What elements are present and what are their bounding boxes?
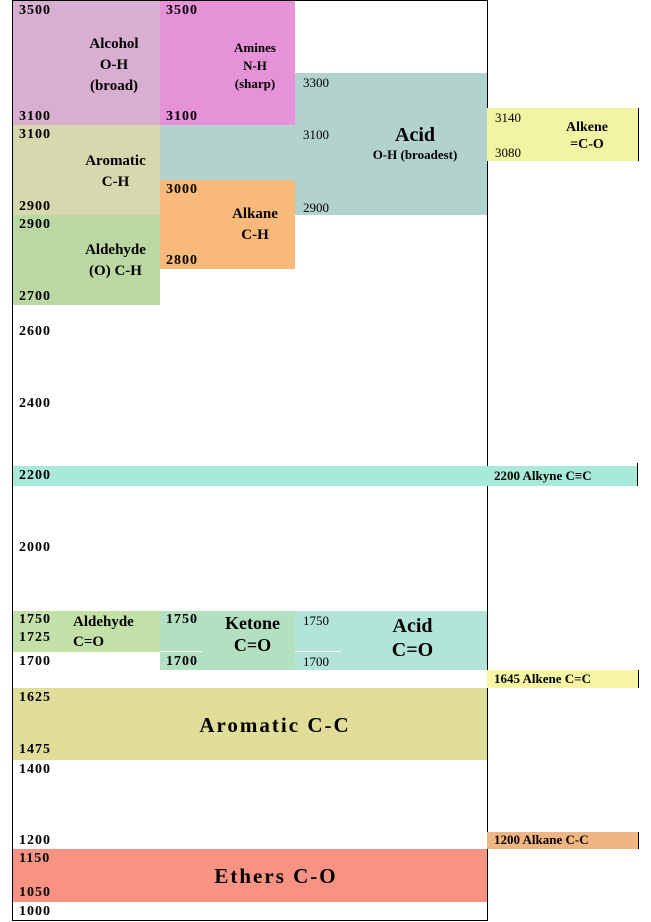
alkene-co-high: 3140 [495,110,521,125]
chart-frame [12,0,488,921]
band-alkane-ch: 3000 2800 Alkane C-H [160,180,295,269]
aldehyde-ch-label: Aldehyde (O) C-H [85,242,146,279]
acid-oh-mid: 3100 [303,127,329,142]
amines-label: Amines N-H (sharp) [234,40,276,91]
tick-2600: 2600 [19,324,51,339]
alkene-co-label: Alkene =C-O [566,120,608,152]
alkane-ch-low: 2800 [166,253,198,268]
ketone-high: 1750 [166,612,198,627]
acid-oh-low: 2900 [303,200,329,215]
ketone-divider [160,651,202,652]
aromatic-cc-high: 1625 [19,690,51,705]
aromatic-ch-label: Aromatic C-H [85,153,146,190]
band-aldehyde-ch: 2900 2700 Aldehyde (O) C-H [13,215,160,305]
aldehyde-co-label: Aldehyde C=O [73,614,134,650]
acid-oh-high: 3300 [303,75,329,90]
alkyne-divider [637,463,638,486]
alkyne-label: 2200 Alkyne C≡C [494,468,592,483]
band-alcohol: 3500 3100 Alcohol O-H (broad) [13,1,160,125]
tick-2000: 2000 [19,540,51,555]
amines-high: 3500 [166,3,198,18]
tick-1000: 1000 [19,904,51,919]
band-aldehyde-co: 1750 1725 Aldehyde C=O [13,611,160,652]
alkane-cc-label: 1200 Alkane C-C [494,832,589,847]
aromatic-cc-label: Aromatic C-C [199,713,351,737]
aldehyde-ch-low: 2700 [19,289,51,304]
band-acid-oh: 3300 3100 2900 Acid O-H (broadest) [295,73,487,215]
band-ketone: 1750 1700 Ketone C=O [160,611,295,670]
alkene-co-low: 3080 [495,145,521,160]
acid-co-low: 1700 [303,654,329,669]
ethers-label: Ethers C-O [214,864,338,888]
aromatic-ch-high: 3100 [19,127,51,142]
band-amines: 3500 3100 Amines N-H (sharp) [160,1,295,125]
alcohol-high: 3500 [19,3,51,18]
band-aromatic-cc: 1625 1475 Aromatic C-C [13,688,487,760]
alkane-ch-label: Alkane C-H [232,206,278,243]
tick-2400: 2400 [19,396,51,411]
alkane-ch-high: 3000 [166,182,198,197]
band-alkene-co: 3140 3080 Alkene =C-O [487,108,639,161]
alcohol-label: Alcohol O-H (broad) [89,36,139,94]
aldehyde-co-low: 1725 [19,630,51,645]
tick-1400: 1400 [19,762,51,777]
acid-co-label: Acid C=O [391,615,434,661]
band-ethers: 1150 1050 Ethers C-O [13,849,487,902]
acid-co-high: 1750 [303,613,329,628]
band-alkyne [13,466,638,486]
aromatic-cc-low: 1475 [19,742,51,757]
aromatic-ch-low: 2900 [19,199,51,214]
tick-2200: 2200 [19,468,51,483]
band-alkene-cc: 1645 Alkene C=C [487,670,639,688]
acid-co-divider [295,651,341,652]
band-aromatic-ch: 3100 2900 Aromatic C-H [13,125,160,215]
ketone-label: Ketone C=O [225,613,280,655]
band-acid-co: 1750 1700 Acid C=O [295,611,487,670]
alkene-cc-label: 1645 Alkene C=C [494,671,591,686]
amines-low: 3100 [166,109,198,124]
tick-1700: 1700 [19,654,51,669]
ethers-high: 1150 [19,851,51,866]
aldehyde-co-high: 1750 [19,612,51,627]
ethers-low: 1050 [19,885,51,900]
acid-oh-label: Acid O-H (broadest) [372,124,458,162]
ketone-low: 1700 [166,654,198,669]
aldehyde-ch-high: 2900 [19,217,51,232]
alcohol-low: 3100 [19,109,51,124]
band-alkane-cc: 1200 Alkane C-C [487,832,639,849]
acid-oh-extension [160,125,295,180]
tick-1200: 1200 [19,833,51,848]
